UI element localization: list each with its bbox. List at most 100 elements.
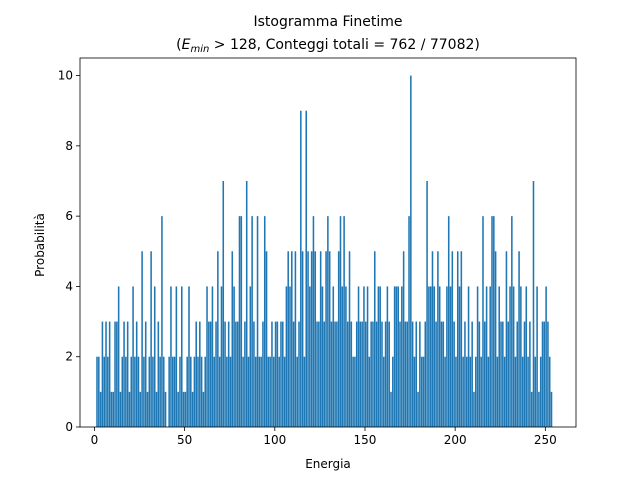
histogram-bar: [325, 251, 327, 427]
histogram-bar: [547, 321, 549, 427]
histogram-bar: [283, 356, 286, 427]
histogram-bar: [309, 286, 311, 427]
histogram-bar: [240, 216, 243, 427]
histogram-bar: [321, 286, 324, 427]
histogram-bar: [379, 286, 381, 427]
histogram-bar: [107, 356, 109, 427]
histogram-bar: [126, 321, 129, 427]
histogram-bar: [161, 216, 163, 427]
histogram-bar: [539, 356, 542, 427]
histogram-bar: [502, 321, 504, 427]
histogram-bar: [505, 251, 508, 427]
histogram-bar: [128, 391, 131, 427]
histogram-bar: [141, 251, 143, 427]
histogram-bar: [269, 356, 271, 427]
histogram-bar: [402, 251, 405, 427]
histogram-bar: [509, 286, 511, 427]
histogram-bar: [224, 321, 226, 427]
histogram-bar: [543, 321, 546, 427]
histogram-bar: [336, 321, 338, 427]
histogram-bar: [144, 321, 147, 427]
histogram-bar: [119, 391, 122, 427]
histogram-bar: [456, 251, 459, 427]
histogram-bar: [272, 356, 275, 427]
histogram-bar: [278, 356, 280, 427]
histogram-bar: [271, 321, 273, 427]
histogram-bar: [123, 321, 125, 427]
histogram-bar: [370, 321, 372, 427]
x-tick-label: 50: [177, 433, 192, 447]
histogram-bar: [393, 286, 396, 427]
histogram-bar: [437, 251, 439, 427]
bars-group: [96, 75, 553, 428]
y-tick-label: 4: [65, 279, 73, 293]
histogram-bar: [341, 286, 344, 427]
histogram-bar: [157, 321, 160, 427]
histogram-bar: [179, 356, 181, 427]
histogram-bar: [256, 216, 259, 427]
histogram-bar: [518, 251, 520, 427]
histogram-bar: [460, 251, 463, 427]
histogram-bar: [108, 321, 111, 427]
histogram-bar: [500, 321, 502, 427]
histogram-bar: [202, 391, 205, 427]
histogram-bar: [451, 251, 454, 427]
histogram-bar: [132, 286, 134, 427]
histogram-bar: [218, 356, 221, 427]
histogram-bar: [213, 356, 216, 427]
y-tick-label: 10: [58, 69, 73, 83]
histogram-bar: [523, 321, 526, 427]
histogram-bar: [206, 286, 208, 427]
histogram-bar: [383, 356, 385, 427]
histogram-bar: [220, 286, 223, 427]
histogram-bar: [386, 286, 389, 427]
histogram-bar: [489, 286, 491, 427]
histogram-bar: [527, 356, 529, 427]
histogram-bar: [191, 391, 194, 427]
y-axis-label: Probabilità: [33, 213, 47, 277]
histogram-bar: [354, 356, 356, 427]
histogram-bar: [159, 356, 161, 427]
histogram-bar: [545, 286, 547, 427]
histogram-bar: [96, 356, 98, 427]
histogram-bar: [121, 356, 124, 427]
histogram-bar: [384, 321, 387, 427]
histogram-bar: [110, 391, 113, 427]
histogram-bar: [134, 356, 136, 427]
histogram-bar: [139, 391, 142, 427]
histogram-bar: [363, 286, 365, 427]
histogram-bar: [408, 216, 410, 427]
histogram-bar: [236, 321, 239, 427]
histogram-bar: [426, 181, 428, 427]
histogram-bar: [175, 286, 178, 427]
histogram-bar: [282, 321, 284, 427]
histogram-bar: [368, 356, 371, 427]
histogram-bar: [415, 321, 418, 427]
histogram-bar: [493, 216, 495, 427]
histogram-bar: [186, 356, 188, 427]
title-rest: > 128, Conteggi totali = 762 / 77082): [209, 37, 480, 53]
histogram-bar: [375, 321, 378, 427]
histogram-bar: [532, 181, 535, 427]
histogram-bar: [148, 356, 151, 427]
histogram-bar: [310, 251, 313, 427]
histogram-bar: [377, 286, 380, 427]
histogram-bar: [146, 391, 149, 427]
histogram-bar: [150, 251, 152, 427]
histogram-bar: [433, 286, 436, 427]
histogram-bar: [538, 391, 540, 427]
histogram-bar: [298, 321, 300, 427]
histogram-bar: [188, 286, 190, 427]
histogram-bar: [208, 321, 210, 427]
histogram-bar: [253, 321, 255, 427]
histogram-bar: [464, 321, 466, 427]
histogram-bar: [359, 321, 362, 427]
y-tick-label: 0: [65, 420, 73, 434]
histogram-bar: [438, 286, 441, 427]
histogram-bar: [274, 321, 277, 427]
histogram-bar: [287, 251, 289, 427]
histogram-bar: [530, 391, 533, 427]
histogram-bar: [525, 286, 528, 427]
histogram-bar: [473, 391, 475, 427]
histogram-bar: [276, 321, 279, 427]
